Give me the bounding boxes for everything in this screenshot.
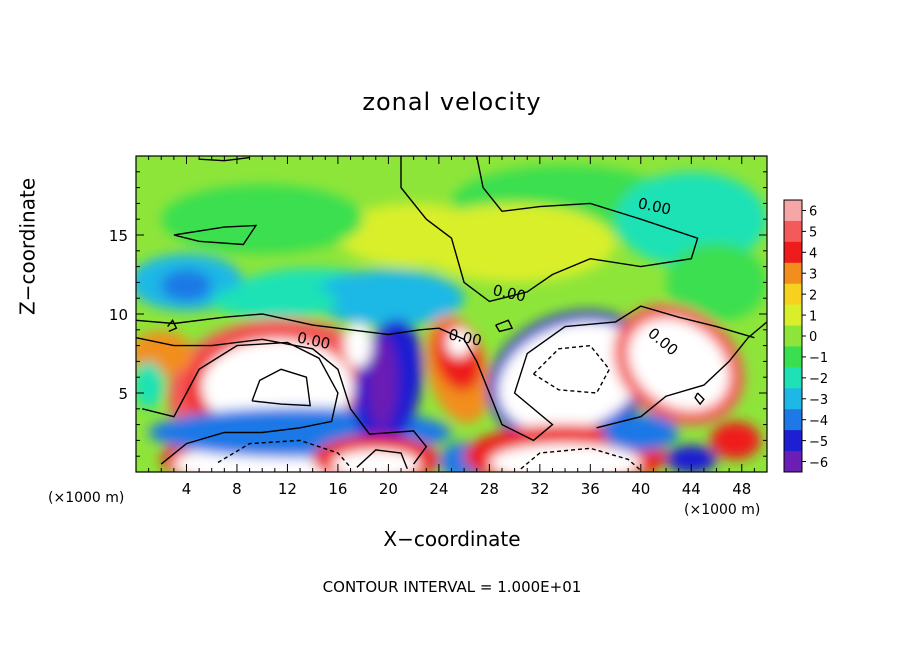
contour-line — [533, 344, 611, 394]
colorbar-swatch — [784, 283, 802, 306]
x-tick-label: 16 — [328, 480, 347, 498]
field-blobs — [136, 165, 767, 472]
field-blob — [666, 445, 717, 472]
contour-line — [356, 449, 408, 470]
colorbar-tick-label: 5 — [809, 226, 817, 241]
field-blob — [366, 334, 398, 430]
colorbar-swatch — [784, 200, 802, 222]
field-blob — [489, 443, 641, 472]
axis-ticks — [136, 156, 767, 472]
colorbar-swatch — [784, 388, 802, 410]
contour-line — [142, 341, 339, 465]
field-blob — [628, 318, 729, 411]
contour-line — [400, 156, 699, 303]
contour-line — [136, 305, 755, 442]
colorbar-tick-label: 4 — [809, 247, 817, 262]
x-tick-label: 32 — [530, 480, 549, 498]
contour-line — [520, 447, 642, 471]
field-blob — [211, 283, 338, 319]
x-axis-label: X−coordinate — [383, 527, 521, 551]
contour-lines — [136, 156, 767, 471]
colorbar-swatch — [784, 241, 802, 264]
field-blob — [446, 328, 472, 357]
colorbar-tick-label: −6 — [809, 456, 828, 471]
colorbar-swatch — [784, 451, 802, 473]
x-tick-label: 48 — [732, 480, 751, 498]
field-blob — [161, 184, 364, 254]
colorbar-tick-label: 2 — [809, 288, 817, 303]
field-blob — [602, 413, 679, 452]
field-blob — [312, 269, 465, 327]
contour-line — [495, 319, 514, 333]
field-blob — [344, 323, 372, 368]
field-blob — [498, 321, 645, 433]
field-blob — [331, 449, 420, 472]
colorbar-swatch — [784, 325, 802, 347]
field-blob — [337, 203, 490, 267]
colorbar-swatch — [784, 367, 802, 389]
y-tick-label: 5 — [118, 385, 128, 403]
colorbar-swatch — [784, 346, 802, 368]
contour-line — [167, 318, 178, 333]
colorbar-tick-label: 6 — [809, 205, 817, 220]
field — [136, 156, 767, 472]
colorbar-tick-label: 1 — [809, 309, 817, 324]
field-blob — [161, 269, 212, 302]
contour-line — [199, 156, 250, 162]
colorbar-swatch — [784, 220, 802, 243]
field-blob — [710, 421, 761, 460]
x-tick-label: 44 — [682, 480, 701, 498]
colorbar-tick-label: −2 — [809, 372, 828, 387]
x-tick-label: 20 — [379, 480, 398, 498]
contour-line — [251, 368, 312, 407]
y-tick-label: 10 — [109, 306, 128, 324]
contour-line — [694, 392, 705, 406]
colorbar-swatch — [784, 430, 802, 452]
colorbar-tick-label: −5 — [809, 435, 828, 450]
colorbar-swatch — [784, 304, 802, 327]
field-blob — [666, 242, 767, 322]
contour-line — [596, 321, 767, 429]
colorbar-tick-label: 0 — [809, 330, 817, 345]
colorbar-tick-label: −1 — [809, 351, 828, 366]
x-unit-right: (×1000 m) — [684, 502, 761, 518]
field-blob — [136, 361, 164, 409]
contour-interval-note: CONTOUR INTERVAL = 1.000E+01 — [322, 578, 582, 596]
colorbar-swatch — [784, 409, 802, 431]
x-tick-label: 36 — [581, 480, 600, 498]
chart-title: zonal velocity — [362, 88, 542, 116]
colorbar-tick-label: 3 — [809, 267, 817, 282]
x-tick-label: 24 — [429, 480, 448, 498]
x-tick-label: 12 — [278, 480, 297, 498]
x-unit-left: (×1000 m) — [48, 490, 125, 506]
colorbar-swatch — [784, 262, 802, 285]
y-tick-label: 15 — [109, 227, 128, 245]
x-tick-label: 4 — [182, 480, 192, 498]
x-tick-label: 8 — [232, 480, 242, 498]
colorbar-tick-label: −3 — [809, 393, 828, 408]
contour-line — [136, 337, 428, 465]
contour-line — [217, 439, 352, 468]
x-tick-label: 40 — [631, 480, 650, 498]
x-tick-label: 28 — [480, 480, 499, 498]
field-blob — [615, 171, 767, 267]
contour-line — [173, 224, 258, 246]
colorbar-tick-label: −4 — [809, 414, 828, 429]
